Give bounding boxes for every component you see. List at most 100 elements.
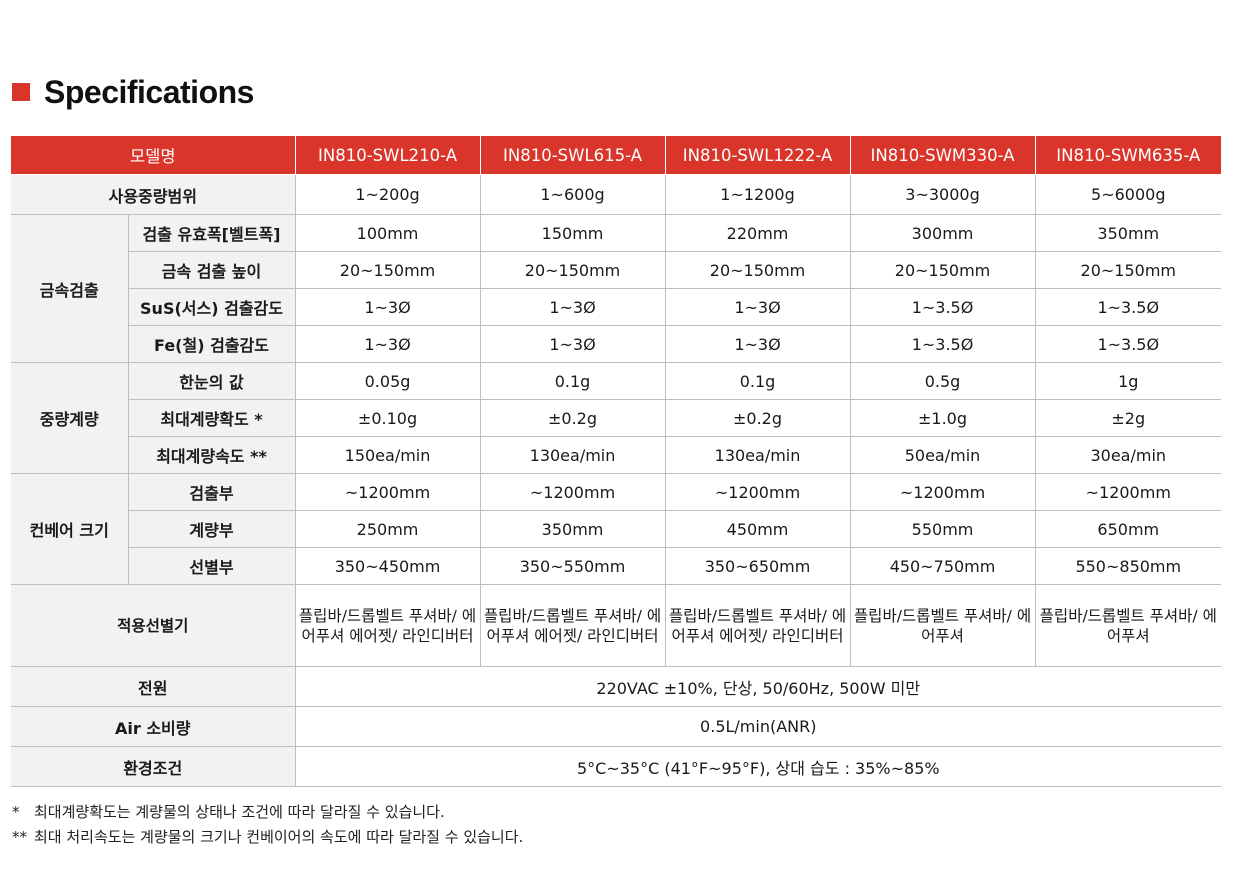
cell: 350mm	[479, 510, 666, 548]
cell: 250mm	[294, 510, 481, 548]
cell: 1~3Ø	[664, 325, 851, 363]
row-label: 전원	[11, 666, 296, 707]
cell: ~1200mm	[1034, 473, 1222, 511]
row-label: 한눈의 값	[127, 362, 296, 400]
cell: 220VAC ±10%, 단상, 50/60Hz, 500W 미만	[294, 666, 1222, 707]
table-row: 선별부 350~450mm 350~550mm 350~650mm 450~75…	[11, 547, 1222, 585]
row-label: 최대계량확도 *	[128, 399, 296, 437]
cell: 1~3Ø	[294, 288, 481, 326]
cell: 550mm	[849, 510, 1036, 548]
table-row: 적용선별기 플립바/드롭벨트 푸셔바/ 에어푸셔 에어젯/ 라인디버터 플립바/…	[11, 584, 1222, 667]
cell: 1g	[1034, 362, 1222, 400]
row-label: SuS(서스) 검출감도	[128, 288, 296, 326]
page-title: Specifications	[44, 73, 254, 110]
cell: ±0.2g	[664, 399, 851, 437]
row-label: Fe(철) 검출감도	[128, 325, 296, 363]
cell: 플립바/드롭벨트 푸셔바/ 에어푸셔 에어젯/ 라인디버터	[479, 584, 666, 667]
cell: 0.1g	[664, 362, 851, 400]
header-model: IN810-SWM330-A	[849, 135, 1036, 175]
table-row: 최대계량속도 ** 150ea/min 130ea/min 130ea/min …	[11, 436, 1222, 474]
cell: 5°C~35°C (41°F~95°F), 상대 습도 : 35%~85%	[294, 746, 1222, 787]
row-label: 환경조건	[11, 746, 296, 787]
cell: 350~450mm	[294, 547, 481, 585]
cell: 1~3Ø	[664, 288, 851, 326]
table-row: Fe(철) 검출감도 1~3Ø 1~3Ø 1~3Ø 1~3.5Ø 1~3.5Ø	[11, 325, 1222, 363]
footnote-mark: *	[12, 803, 20, 821]
cell: 1~3.5Ø	[849, 288, 1036, 326]
cell: 0.05g	[294, 362, 481, 400]
table-row: 금속검출 검출 유효폭[벨트폭] 100mm 150mm 220mm 300mm…	[11, 214, 1222, 363]
group-label: 컨베어 크기	[11, 473, 129, 585]
cell: 150ea/min	[294, 436, 481, 474]
cell: 1~3.5Ø	[1034, 325, 1222, 363]
row-label: 선별부	[128, 547, 296, 585]
cell: 1~200g	[294, 174, 481, 215]
cell: 1~1200g	[664, 174, 851, 215]
table-row: 전원 220VAC ±10%, 단상, 50/60Hz, 500W 미만	[11, 666, 1222, 707]
cell: ~1200mm	[664, 473, 851, 511]
cell: ±0.10g	[294, 399, 481, 437]
footnote-mark: **	[12, 828, 27, 846]
cell: 450~750mm	[849, 547, 1036, 585]
header-model: IN810-SWL1222-A	[664, 135, 851, 175]
table-row: 컨베어 크기 검출부 ~1200mm ~1200mm ~1200mm ~1200…	[11, 473, 1222, 585]
table-row: 최대계량확도 * ±0.10g ±0.2g ±0.2g ±1.0g ±2g	[11, 399, 1222, 437]
table-row: 사용중량범위 1~200g 1~600g 1~1200g 3~3000g 5~6…	[11, 174, 1222, 215]
cell: 1~3Ø	[479, 288, 666, 326]
cell: 350~550mm	[479, 547, 666, 585]
footnote-text: 최대 처리속도는 계량물의 크기나 컨베이어의 속도에 따라 달라질 수 있습니…	[34, 828, 524, 846]
header-model-label: 모델명	[11, 135, 296, 175]
table-row: Air 소비량 0.5L/min(ANR)	[11, 706, 1222, 747]
cell: 1~600g	[479, 174, 666, 215]
group-label: 중량계량	[11, 362, 129, 474]
cell: 220mm	[664, 214, 851, 252]
row-label: 검출부	[127, 473, 296, 511]
footnote-text: 최대계량확도는 계량물의 상태나 조건에 따라 달라질 수 있습니다.	[34, 803, 445, 821]
cell: ±1.0g	[849, 399, 1036, 437]
cell: 1~3.5Ø	[1034, 288, 1222, 326]
table-row: 중량계량 한눈의 값 0.05g 0.1g 0.1g 0.5g 1g	[11, 362, 1222, 474]
cell: ~1200mm	[849, 473, 1036, 511]
cell: 20~150mm	[849, 251, 1036, 289]
group-label: 금속검출	[11, 214, 129, 363]
cell: 350mm	[1034, 214, 1222, 252]
cell: 1~3.5Ø	[849, 325, 1036, 363]
cell: 550~850mm	[1034, 547, 1222, 585]
cell: 650mm	[1034, 510, 1222, 548]
header-model: IN810-SWM635-A	[1034, 135, 1222, 175]
cell: 130ea/min	[664, 436, 851, 474]
header-model: IN810-SWL615-A	[479, 135, 666, 175]
row-label: Air 소비량	[11, 706, 296, 747]
cell: 20~150mm	[294, 251, 481, 289]
table-row: 환경조건 5°C~35°C (41°F~95°F), 상대 습도 : 35%~8…	[11, 746, 1222, 787]
cell: 450mm	[664, 510, 851, 548]
table-row: 계량부 250mm 350mm 450mm 550mm 650mm	[11, 510, 1222, 548]
header-model: IN810-SWL210-A	[294, 135, 481, 175]
cell: 플립바/드롭벨트 푸셔바/ 에어푸셔 에어젯/ 라인디버터	[664, 584, 851, 667]
cell: ~1200mm	[479, 473, 666, 511]
row-label: 사용중량범위	[11, 174, 296, 215]
cell: 플립바/드롭벨트 푸셔바/ 에어푸셔	[1034, 584, 1222, 667]
cell: 50ea/min	[849, 436, 1036, 474]
row-label: 적용선별기	[11, 584, 296, 667]
cell: ±2g	[1034, 399, 1222, 437]
cell: 1~3Ø	[294, 325, 481, 363]
cell: 20~150mm	[664, 251, 851, 289]
title-square-icon	[12, 83, 30, 101]
row-label: 계량부	[128, 510, 296, 548]
row-label: 검출 유효폭[벨트폭]	[127, 214, 296, 252]
cell: 3~3000g	[849, 174, 1036, 215]
table-header-row: 모델명 IN810-SWL210-A IN810-SWL615-A IN810-…	[11, 135, 1222, 175]
row-label: 최대계량속도 **	[128, 436, 296, 474]
cell: 5~6000g	[1034, 174, 1222, 215]
cell: ±0.2g	[479, 399, 666, 437]
cell: 0.1g	[479, 362, 666, 400]
cell: 350~650mm	[664, 547, 851, 585]
cell: 130ea/min	[479, 436, 666, 474]
table-row: SuS(서스) 검출감도 1~3Ø 1~3Ø 1~3Ø 1~3.5Ø 1~3.5…	[11, 288, 1222, 326]
cell: 1~3Ø	[479, 325, 666, 363]
cell: 300mm	[849, 214, 1036, 252]
footnotes: * 최대계량확도는 계량물의 상태나 조건에 따라 달라질 수 있습니다. **…	[12, 800, 523, 850]
footnote: ** 최대 처리속도는 계량물의 크기나 컨베이어의 속도에 따라 달라질 수 …	[12, 825, 523, 850]
cell: 0.5g	[849, 362, 1036, 400]
